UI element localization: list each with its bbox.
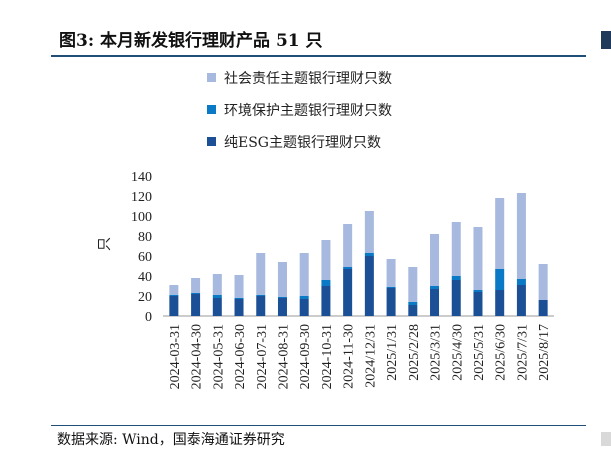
bar-segment bbox=[473, 227, 483, 290]
bar-segment bbox=[495, 269, 505, 290]
x-tick-label: 2024-05-31 bbox=[211, 324, 226, 389]
x-tick-label: 2024-09-30 bbox=[298, 324, 313, 389]
bar-segment bbox=[430, 234, 440, 286]
legend-label: 纯ESG主题银行理财只数 bbox=[224, 135, 381, 151]
legend-label: 社会责任主题银行理财只数 bbox=[224, 71, 392, 87]
x-tick-label: 2024-03-31 bbox=[168, 324, 183, 389]
bar-segment bbox=[191, 294, 201, 316]
x-tick-label: 2025/4/30 bbox=[450, 324, 465, 381]
x-tick-label: 2024-10-31 bbox=[320, 324, 335, 389]
bar-segment bbox=[364, 211, 374, 253]
x-tick-label: 2025/6/30 bbox=[494, 324, 509, 381]
bar-segment bbox=[408, 302, 418, 305]
bar-segment bbox=[430, 289, 440, 316]
x-tick-label: 2024/12/31 bbox=[363, 324, 378, 388]
bar-segment bbox=[386, 288, 396, 316]
chart-bars bbox=[169, 193, 548, 316]
y-tick-label: 80 bbox=[138, 230, 152, 245]
bar-segment bbox=[451, 222, 461, 276]
x-tick-label: 2025/7/31 bbox=[515, 324, 530, 381]
x-tick-label: 2025/5/31 bbox=[472, 324, 487, 381]
bar-segment bbox=[169, 296, 179, 316]
bar-segment bbox=[277, 298, 287, 316]
bar-segment bbox=[451, 280, 461, 316]
bar-segment bbox=[299, 296, 309, 299]
bar-segment bbox=[212, 298, 222, 316]
figure-title: 图3: 本月新发银行理财产品 51 只 bbox=[59, 31, 323, 51]
bar-segment bbox=[408, 305, 418, 316]
x-tick-label: 2024-08-31 bbox=[276, 324, 291, 389]
bar-segment bbox=[386, 259, 396, 287]
source-rule bbox=[51, 425, 586, 426]
bar-segment bbox=[430, 286, 440, 289]
bar-segment bbox=[212, 295, 222, 298]
bar-segment bbox=[538, 300, 548, 316]
bar-segment bbox=[516, 279, 526, 285]
legend-swatch bbox=[207, 73, 216, 82]
y-tick-label: 0 bbox=[145, 310, 152, 325]
bar-segment bbox=[299, 299, 309, 316]
bar-segment bbox=[343, 269, 353, 316]
y-axis-label: 只 bbox=[97, 237, 113, 251]
bar-segment bbox=[256, 295, 266, 296]
adjacent-figure-edge-bottom bbox=[601, 432, 611, 446]
y-tick-label: 120 bbox=[131, 190, 152, 205]
bar-segment bbox=[321, 240, 331, 280]
x-tick-label: 2025/1/31 bbox=[385, 324, 400, 381]
y-tick-label: 100 bbox=[131, 210, 152, 225]
x-tick-label: 2025/8/17 bbox=[537, 324, 552, 381]
y-tick-label: 20 bbox=[138, 290, 152, 305]
bar-segment bbox=[408, 267, 418, 302]
bar-segment bbox=[321, 286, 331, 316]
chart-axes: 0 20 40 60 80 100 120 140 只 2024-03-31 2024-04-30 2… bbox=[97, 170, 554, 389]
y-tick-label: 60 bbox=[138, 250, 152, 265]
bar-segment bbox=[364, 256, 374, 316]
bar-segment bbox=[516, 193, 526, 279]
bar-segment bbox=[451, 276, 461, 280]
bar-segment bbox=[169, 285, 179, 295]
figure-title-bar: 图3: 本月新发银行理财产品 51 只 bbox=[51, 26, 581, 54]
x-tick-label: 2025/2/28 bbox=[407, 324, 422, 381]
x-tick-label: 2024-07-31 bbox=[255, 324, 270, 389]
bar-segment bbox=[191, 278, 201, 293]
bar-segment bbox=[256, 296, 266, 316]
bar-segment bbox=[538, 264, 548, 300]
bar-segment bbox=[321, 280, 331, 286]
bar-segment bbox=[343, 224, 353, 267]
adjacent-figure-edge bbox=[601, 31, 611, 49]
source-note: 数据来源: Wind，国泰海通证券研究 bbox=[57, 432, 285, 448]
bar-segment bbox=[364, 253, 374, 256]
bar-segment bbox=[386, 287, 396, 288]
bar-segment bbox=[234, 299, 244, 316]
bar-segment bbox=[234, 275, 244, 298]
x-tick-label: 2024-06-30 bbox=[233, 324, 248, 389]
bar-segment bbox=[495, 198, 505, 269]
bar-segment bbox=[495, 290, 505, 316]
bar-segment bbox=[473, 290, 483, 292]
legend-swatch bbox=[207, 137, 216, 146]
bar-segment bbox=[277, 262, 287, 297]
bar-segment bbox=[299, 253, 309, 296]
legend-swatch bbox=[207, 105, 216, 114]
x-tick-label: 2025/3/31 bbox=[429, 324, 444, 381]
x-tick-label: 2024-11-30 bbox=[342, 324, 357, 389]
bar-segment bbox=[169, 295, 179, 296]
bar-segment bbox=[191, 293, 201, 294]
bar-segment bbox=[212, 274, 222, 295]
bar-segment bbox=[256, 253, 266, 295]
legend-label: 环境保护主题银行理财只数 bbox=[224, 103, 392, 119]
bar-segment bbox=[516, 285, 526, 316]
bar-segment bbox=[343, 267, 353, 269]
x-tick-label: 2024-04-30 bbox=[190, 324, 205, 389]
y-tick-label: 40 bbox=[138, 270, 152, 285]
bar-segment bbox=[234, 298, 244, 299]
y-tick-label: 140 bbox=[131, 170, 152, 185]
title-rule bbox=[51, 55, 586, 57]
bar-segment bbox=[473, 292, 483, 316]
bar-segment bbox=[277, 297, 287, 298]
